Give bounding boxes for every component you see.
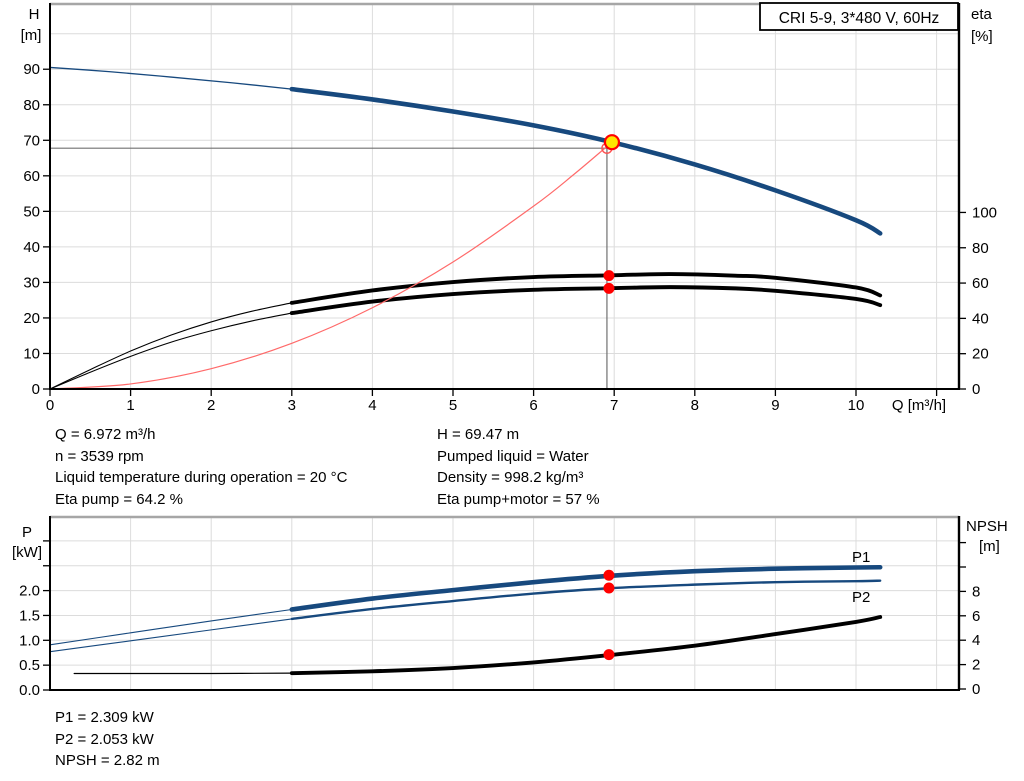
tick-label: 2 <box>972 657 980 674</box>
tick-label: 5 <box>449 397 457 414</box>
duty-density: Density = 998.2 kg/m³ <box>437 469 584 487</box>
left-axis-title-bottom: P <box>22 524 32 541</box>
tick-label: 90 <box>23 61 40 78</box>
tick-label: 8 <box>972 583 980 600</box>
tick-label: 60 <box>972 275 989 292</box>
tick-label: 4 <box>368 397 376 414</box>
curve-head-curve-low-flow <box>49 66 293 90</box>
curve-P1-low-flow <box>49 608 293 646</box>
right-axis-unit-top: [%] <box>971 28 993 45</box>
curve-eta-pump <box>289 272 883 305</box>
tick-label: 1.5 <box>19 607 40 624</box>
right-axis-unit-bottom: [m] <box>979 538 1000 555</box>
value-marker <box>603 270 615 282</box>
tick-label: 2 <box>207 397 215 414</box>
duty-eta-pump-motor: Eta pump+motor = 57 % <box>437 490 600 508</box>
series-label-p2: P2 <box>852 589 870 606</box>
x-axis-title: Q [m³/h] <box>892 397 946 414</box>
tick-label: 0 <box>972 381 980 398</box>
tick-label: 1 <box>126 397 134 414</box>
tick-label: 6 <box>529 397 537 414</box>
right-axis-title-bottom: NPSH <box>966 518 1008 535</box>
duty-p2-value: P2 = 2.053 kW <box>55 730 154 748</box>
tick-label: 3 <box>288 397 296 414</box>
tick-label: 50 <box>23 203 40 220</box>
head-efficiency-chart: 0 10 20 30 40 50 60 70 80 90 0 20 40 60 80 100 0 1 2 3 4 5 6 7 8… <box>23 2 997 414</box>
tick-label: 1.0 <box>19 632 40 649</box>
tick-label: 2.0 <box>19 583 40 600</box>
tick-label: 10 <box>23 345 40 362</box>
tick-label: 20 <box>23 310 40 327</box>
value-marker <box>603 582 615 594</box>
tick-label: 6 <box>972 608 980 625</box>
duty-liquid-temp: Liquid temperature during operation = 20… <box>55 469 348 487</box>
duty-eta-pump: Eta pump = 64.2 % <box>55 490 183 508</box>
tick-label: 7 <box>610 397 618 414</box>
duty-h-value: H = 69.47 m <box>437 426 520 443</box>
value-marker <box>603 569 615 581</box>
series-label-p1: P1 <box>852 549 870 566</box>
duty-point-marker[interactable] <box>603 134 621 151</box>
tick-label: 9 <box>771 397 779 414</box>
tick-label: 4 <box>972 632 980 649</box>
left-axis-title-top: H <box>29 6 40 23</box>
left-axis-unit-top: [m] <box>21 27 42 44</box>
duty-pumped-liquid: Pumped liquid = Water <box>437 447 589 465</box>
tick-label: 0.5 <box>19 657 40 674</box>
tick-label: 8 <box>691 397 699 414</box>
duty-npsh-value: NPSH = 2.82 m <box>55 752 160 770</box>
tick-label: 100 <box>972 204 997 221</box>
curve-P1 <box>289 564 883 612</box>
curve-P2-low-flow <box>49 618 293 653</box>
curve-system-curve <box>49 141 613 390</box>
tick-label: 30 <box>23 274 40 291</box>
tick-label: 60 <box>23 168 40 185</box>
value-marker <box>603 649 615 661</box>
pump-title: CRI 5-9, 3*480 V, 60Hz <box>779 10 940 27</box>
tick-label: 40 <box>23 239 40 256</box>
pump-title-box <box>759 2 959 31</box>
curve-eta-pump-motor <box>289 285 883 316</box>
tick-label: 0.0 <box>19 682 40 699</box>
left-axis-unit-bottom: [kW] <box>12 544 42 561</box>
duty-q-value: Q = 6.972 m³/h <box>55 426 156 443</box>
value-marker <box>603 282 615 294</box>
tick-label: 10 <box>848 397 865 414</box>
tick-label: 80 <box>972 240 989 257</box>
duty-p1-value: P1 = 2.309 kW <box>55 709 154 726</box>
tick-label: 20 <box>972 346 989 363</box>
duty-info-right-column: H = 69.47 m Pumped liquid = Water Densit… <box>437 424 600 510</box>
duty-info-left-column: Q = 6.972 m³/h n = 3539 rpm Liquid tempe… <box>55 424 347 510</box>
tick-label: 40 <box>972 310 989 327</box>
duty-speed-value: n = 3539 rpm <box>55 447 144 465</box>
tick-label: 0 <box>972 681 980 698</box>
right-axis-title-top: eta <box>971 6 993 23</box>
tick-label: 0 <box>46 397 54 414</box>
curve-eta-pump-motor-low-flow <box>49 312 293 390</box>
power-npsh-chart: 0.0 0.5 1.0 1.5 2.0 0 2 4 6 8 <box>19 515 980 699</box>
tick-label: 0 <box>32 381 40 398</box>
tick-label: 80 <box>23 97 40 114</box>
tick-label: 70 <box>23 132 40 149</box>
curve-eta-pump-low-flow <box>49 302 293 390</box>
power-info-column: P1 = 2.309 kW P2 = 2.053 kW NPSH = 2.82 … <box>55 707 160 772</box>
